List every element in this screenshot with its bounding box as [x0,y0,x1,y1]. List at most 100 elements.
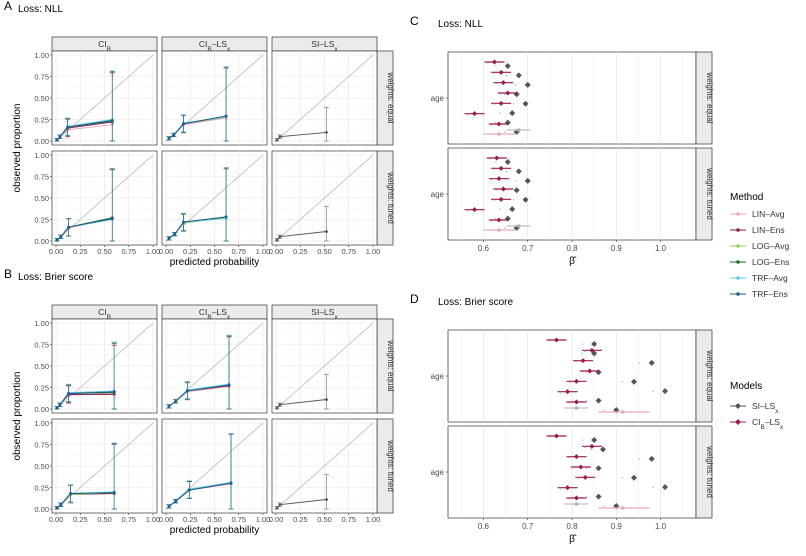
ci-marker [573,495,579,501]
jitter-dot [493,103,495,106]
facet-row-label: weights: equal [705,71,714,123]
panel-letter: A [4,0,12,13]
jitter-dot [584,446,586,449]
coef-panel-D: D Loss: Brier score weights: equal age weigh… [410,292,714,545]
legend-label: LOG–Ens [752,257,789,267]
x-tick-label: 1.00 [256,515,271,524]
jitter-dot [621,476,623,479]
si-marker [631,378,637,385]
si-marker [524,81,531,88]
si-marker [591,341,598,347]
ci-marker [498,100,504,106]
x-tick-label: 0.50 [207,515,222,524]
y-tick-label: 0.75 [34,441,49,450]
jitter-dot [503,93,506,96]
ci-marker [589,443,595,449]
data-point [275,406,279,410]
jitter-dot [581,371,584,373]
y-tick-label: 0.50 [34,194,49,203]
data-point [58,403,62,407]
y-tick-label: 0.50 [34,462,49,471]
legend-label: SI–LSx [752,401,779,415]
interval-point [497,228,501,232]
data-point [325,131,328,134]
x-tick-label: 0.25 [183,247,198,256]
x-tick-label: 1.00 [146,247,161,256]
jitter-dot [494,121,497,124]
legend-label: LIN–Avg [752,209,785,219]
ci-marker [573,399,579,405]
si-marker [662,388,668,395]
jitter-dot [581,343,583,345]
data-point [174,399,178,403]
x-tick-label: 1.0 [655,244,667,253]
x-tick-label: 0.25 [293,515,308,524]
data-point [58,135,62,139]
facet-row-label: weights: tuned [386,439,395,492]
facet-row-label: weights: tuned [705,445,714,498]
x-tick-label: 0.9 [611,244,623,253]
y-tick-label: 0.75 [34,73,49,82]
legend-label: CIB–LSx [752,417,784,431]
legend-marker [736,260,740,264]
jitter-dot [499,208,502,210]
jitter-dot [514,180,517,182]
jitter-dot [493,72,495,75]
si-marker [513,187,520,194]
identity-line [275,422,374,510]
facet-row-label: weights: tuned [705,167,714,220]
jitter-dot [581,439,583,441]
jitter-dot [494,65,497,67]
data-point [67,392,71,395]
data-point [275,138,279,142]
ci-marker [587,368,593,374]
ci-marker [573,454,579,460]
series-line [168,482,232,507]
jitter-dot [499,93,502,95]
data-point [278,235,282,239]
legend-method: Method LIN–Avg LIN–Ens LOG–Avg LOG–Ens TRF–Av… [730,192,789,299]
jitter-dot [568,402,571,404]
si-marker [595,397,602,404]
x-tick-label: 0.75 [341,515,356,524]
y-tick-label: 0.00 [34,137,49,146]
y-tick-label: 1.00 [34,51,49,60]
jitter-dot [488,158,491,160]
panel-letter: D [410,292,419,306]
x-tick-label: 0.75 [121,247,136,256]
jitter-dot [590,448,592,451]
legend-label: LOG–Avg [752,241,789,251]
jitter-dot [503,131,506,133]
ci-marker [580,358,586,364]
jitter-dot [585,495,588,498]
si-marker [524,177,531,184]
y-category-label: age [431,190,445,199]
si-marker [509,206,516,213]
y-tick-label: 0.75 [34,173,49,182]
si-marker [662,484,668,491]
interval-point [574,502,579,506]
data-point [167,137,171,140]
x-tick-label: 0.6 [478,244,490,253]
data-point [55,238,59,242]
jitter-dot [652,390,654,392]
jitter-dot [491,220,493,222]
x-axis-title: predicted probability [170,257,260,268]
data-point [275,238,279,242]
ci-marker [578,464,584,470]
ci-marker [496,217,502,223]
ci-marker [496,176,502,182]
si-marker [595,493,602,500]
jitter-dot [499,112,502,114]
facet-strip [695,329,713,423]
jitter-dot [548,340,551,342]
data-point [325,398,328,401]
ci-marker [500,186,506,192]
x-axis-title: predicted probability [170,525,260,536]
jitter-dot [581,352,583,355]
facet-col-label: CIB–LSx [199,39,231,53]
jitter-dot [503,227,506,229]
si-marker [648,359,655,366]
jitter-dot [559,487,562,490]
